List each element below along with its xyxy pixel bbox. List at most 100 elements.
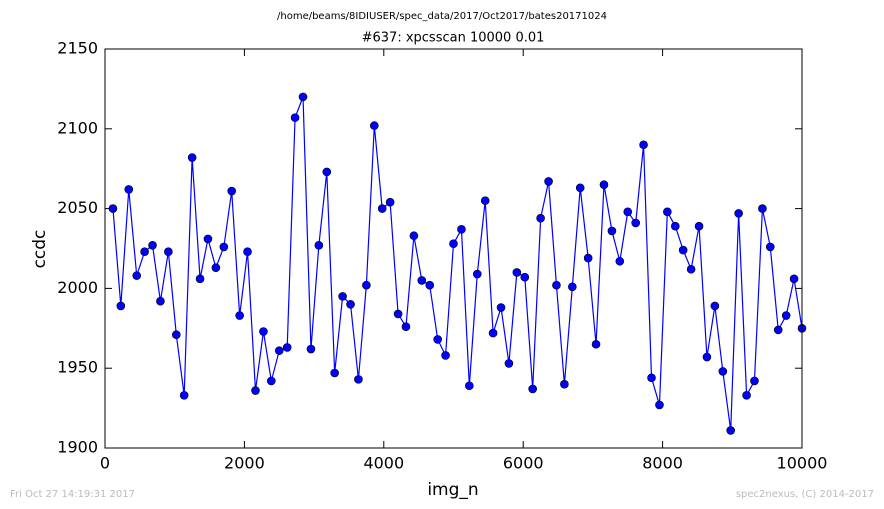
data-point [243, 247, 252, 256]
data-point [306, 344, 316, 354]
data-point [512, 268, 522, 277]
data-point [781, 311, 791, 320]
data-point [187, 153, 197, 162]
data-point [433, 335, 442, 344]
data-point [338, 292, 347, 301]
data-point [496, 303, 506, 312]
data-point [647, 373, 656, 383]
data-point [203, 234, 213, 244]
data-point [710, 301, 720, 311]
data-point [140, 247, 149, 256]
data-point [314, 241, 324, 250]
data-point [290, 113, 300, 122]
data-point [393, 309, 403, 319]
data-point [116, 301, 126, 311]
data-point [235, 311, 244, 320]
x-axis-label: img_n [427, 480, 478, 500]
data-point [552, 280, 561, 290]
data-point [599, 180, 609, 189]
chart-title: #637: xpcsscan 10000 0.01 [362, 31, 545, 46]
header: /home/beams/8IDIUSER/spec_data/2017/Oct2… [277, 11, 607, 22]
data-point [465, 381, 474, 391]
data-point [346, 300, 355, 309]
data-point [425, 280, 435, 290]
data-point [259, 327, 268, 336]
data-point [560, 379, 569, 389]
footer-right: spec2nexus, (C) 2014-2017 [736, 489, 874, 500]
y-tick-label: 2100 [57, 118, 98, 137]
data-point [726, 426, 735, 435]
data-point [678, 245, 688, 255]
data-point [758, 204, 767, 213]
x-tick-label: 0 [100, 454, 110, 473]
data-point [227, 186, 237, 196]
data-point [251, 386, 260, 395]
data-point [750, 376, 759, 386]
data-point [195, 274, 205, 284]
data-point [663, 207, 672, 217]
data-point [385, 197, 395, 207]
data-point [124, 185, 134, 194]
data-point [441, 351, 450, 360]
data-point [156, 296, 165, 306]
data-point [211, 263, 221, 272]
data-point [282, 343, 292, 352]
data-point [607, 226, 617, 236]
data-point [172, 330, 181, 339]
data-point [108, 204, 118, 213]
data-point [322, 167, 332, 177]
x-tick-label: 8000 [642, 454, 683, 473]
y-tick-label: 1900 [57, 438, 98, 457]
data-point [568, 282, 577, 292]
data-point [377, 204, 387, 213]
data-point [631, 218, 640, 228]
y-tick-label: 1950 [57, 358, 98, 377]
data-point [330, 368, 339, 378]
data-point [488, 328, 498, 338]
data-point [179, 391, 189, 400]
data-point [164, 247, 173, 256]
data-point [773, 325, 783, 335]
data-point [623, 207, 633, 217]
data-point [504, 359, 514, 368]
data-point [362, 280, 371, 290]
data-point [370, 121, 379, 130]
data-point [718, 367, 728, 376]
data-point [655, 400, 664, 410]
data-point [765, 242, 775, 252]
data-point [417, 276, 427, 285]
data-point [686, 264, 696, 274]
data-point [575, 183, 585, 193]
data-point [734, 209, 743, 218]
data-point [298, 92, 308, 102]
data-point [615, 256, 625, 266]
data-point [274, 346, 284, 355]
data-point [267, 376, 276, 386]
data-line [112, 96, 803, 431]
x-tick-label: 4000 [363, 454, 404, 473]
data-point [132, 271, 142, 280]
data-point [544, 177, 553, 186]
data-point [670, 221, 680, 231]
y-axis-label: ccdc [30, 230, 50, 269]
data-point [472, 269, 482, 279]
data-point [528, 384, 537, 394]
y-tick-label: 2050 [57, 198, 98, 217]
data-point [742, 391, 751, 400]
data-point [409, 231, 419, 241]
x-tick-label: 10000 [777, 454, 828, 473]
data-point [789, 274, 799, 284]
data-point [536, 213, 545, 223]
data-point [591, 339, 601, 349]
data-point [520, 272, 530, 282]
x-tick-label: 2000 [224, 454, 265, 473]
data-point [449, 239, 458, 249]
data-point [639, 140, 648, 150]
data-point [354, 375, 363, 384]
y-tick-label: 2150 [57, 39, 98, 58]
data-point [694, 221, 704, 231]
data-point [480, 196, 490, 205]
data-point [148, 241, 157, 250]
